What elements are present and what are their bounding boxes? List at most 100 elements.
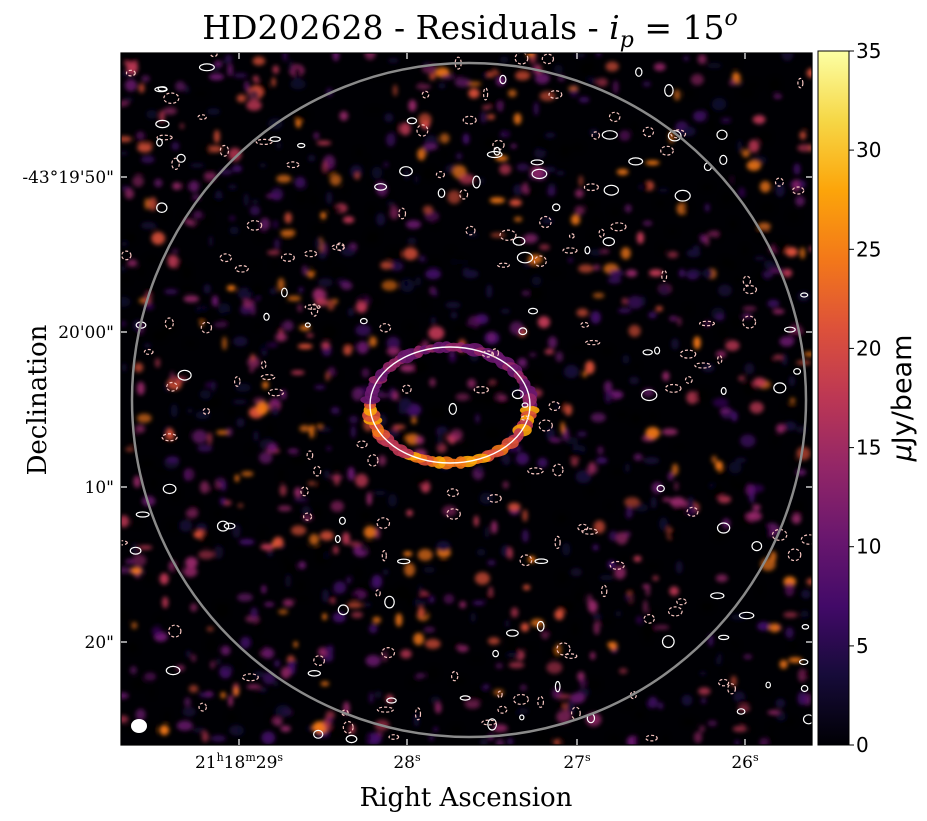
noise-blob: [522, 182, 529, 195]
noise-blob: [487, 381, 503, 394]
negative-contour: [286, 161, 300, 169]
negative-contour: [645, 734, 658, 742]
noise-blob: [667, 529, 677, 540]
negative-contour: [161, 433, 178, 442]
noise-blob: [499, 56, 509, 63]
noise-blob: [159, 573, 169, 585]
positive-contour: [674, 189, 691, 202]
noise-blob: [544, 349, 554, 355]
noise-blob: [533, 101, 539, 116]
negative-contour: [670, 129, 687, 139]
noise-blob: [566, 638, 573, 643]
positive-contour: [642, 349, 653, 356]
noise-blob: [531, 276, 542, 286]
noise-blob: [803, 351, 812, 357]
noise-blob: [476, 548, 486, 556]
noise-blob: [509, 321, 524, 335]
noise-blob: [294, 487, 302, 498]
noise-blob: [570, 143, 584, 152]
noise-blob: [332, 373, 342, 378]
noise-blob: [121, 692, 129, 699]
noise-blob: [206, 396, 222, 409]
noise-blob: [360, 511, 372, 520]
noise-blob: [539, 91, 556, 101]
noise-blob: [653, 63, 666, 71]
noise-blob: [489, 197, 505, 204]
noise-blob: [671, 463, 679, 476]
negative-contour: [304, 304, 321, 310]
noise-blob: [190, 603, 198, 612]
noise-blob: [437, 426, 448, 435]
noise-blob: [592, 215, 600, 226]
noise-blob: [775, 711, 786, 721]
noise-blob: [692, 245, 700, 253]
noise-blob: [687, 496, 695, 511]
noise-blob: [557, 736, 570, 745]
noise-blob: [768, 725, 776, 732]
noise-blob: [121, 363, 127, 373]
positive-contour: [793, 368, 802, 375]
negative-contour: [487, 494, 502, 503]
noise-blob: [348, 541, 361, 547]
noise-blob: [176, 664, 185, 672]
noise-blob: [172, 182, 182, 190]
noise-blob: [486, 284, 493, 299]
noise-blob: [259, 687, 268, 692]
noise-blob: [627, 594, 633, 607]
negative-contour: [219, 253, 232, 263]
positive-contour: [534, 558, 549, 565]
noise-blob: [270, 187, 284, 201]
noise-blob: [615, 410, 629, 419]
noise-blob: [575, 189, 584, 198]
noise-blob: [428, 326, 445, 340]
noise-blob: [590, 412, 606, 423]
noise-blob: [641, 182, 650, 191]
noise-blob: [137, 142, 153, 153]
noise-blob: [423, 566, 436, 573]
noise-blob: [715, 574, 728, 583]
positive-contour: [165, 665, 181, 676]
noise-blob: [596, 78, 608, 87]
noise-blob: [313, 132, 320, 140]
noise-blob: [262, 381, 269, 389]
noise-blob: [707, 720, 718, 727]
positive-contour: [635, 67, 643, 77]
noise-blob: [122, 274, 131, 283]
negative-contour: [499, 229, 517, 241]
noise-blob: [451, 676, 467, 686]
noise-blob: [480, 111, 487, 124]
noise-blob: [376, 182, 387, 196]
noise-blob: [403, 247, 418, 260]
negative-contour: [125, 69, 136, 77]
noise-blob: [636, 231, 645, 244]
negative-contour: [421, 90, 430, 99]
noise-blob: [544, 166, 556, 173]
noise-blob: [184, 697, 191, 707]
noise-blob: [605, 61, 619, 72]
noise-blob: [472, 687, 488, 701]
noise-blob: [207, 432, 213, 445]
noise-blob: [365, 235, 379, 243]
noise-blob: [196, 308, 211, 322]
noise-blob: [383, 161, 389, 168]
noise-blob: [772, 435, 778, 446]
negative-contour: [481, 719, 497, 726]
noise-blob: [555, 171, 566, 176]
noise-blob: [487, 331, 496, 343]
noise-blob: [290, 456, 306, 466]
noise-blob: [232, 165, 243, 173]
noise-blob: [704, 203, 710, 212]
noise-blob: [757, 621, 771, 631]
noise-blob: [363, 157, 368, 167]
noise-blob: [728, 461, 742, 474]
noise-blob: [398, 406, 407, 415]
negative-contour: [792, 186, 805, 195]
colorbar-ticks: 0 5 10 15 20 25 30 35: [849, 39, 881, 757]
noise-blob: [730, 614, 747, 620]
noise-blob: [447, 190, 462, 204]
noise-blob: [464, 700, 481, 709]
noise-blob: [578, 264, 594, 273]
noise-blob: [274, 238, 280, 250]
noise-blob: [739, 698, 751, 704]
positive-contour: [519, 714, 525, 721]
